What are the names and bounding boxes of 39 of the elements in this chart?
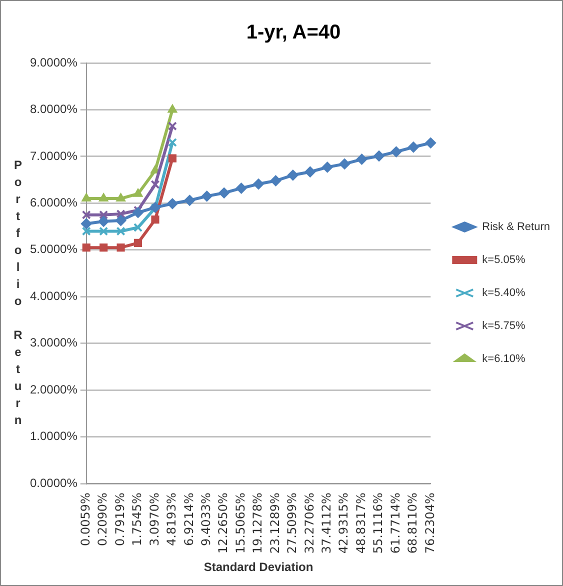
- legend-label: Risk & Return: [482, 221, 550, 234]
- x-tick-label: 0.7919%: [112, 492, 127, 546]
- legend-label: k=6.10%: [482, 353, 526, 366]
- y-tick-label: 4.0000%: [30, 288, 78, 303]
- x-tick-label: 9.4033%: [198, 492, 213, 546]
- x-tick-label: 68.8110%: [406, 492, 420, 554]
- x-axis-title: Standard Deviation: [204, 560, 314, 574]
- x-tick-label: 42.9315%: [336, 492, 351, 554]
- x-tick-label: 19.1278%: [250, 492, 265, 554]
- x-tick-label: 37.4112%: [319, 492, 334, 554]
- x-tick-label: 3.0970%: [147, 492, 162, 546]
- legend-label: k=5.40%: [482, 287, 526, 300]
- y-tick-label: 6.0000%: [30, 196, 78, 210]
- x-tick-label: 12.2650%: [216, 492, 230, 554]
- x-tick-label: 23.1289%: [268, 492, 282, 554]
- x-tick-label: 15.5065%: [233, 492, 248, 554]
- x-tick-label: 48.8317%: [354, 492, 368, 554]
- x-tick-label: 55.1116%: [371, 492, 386, 554]
- x-tick-label: 0.2090%: [96, 492, 110, 546]
- y-tick-label: 2.0000%: [30, 382, 78, 396]
- chart-title: 1-yr, A=40: [246, 22, 341, 44]
- y-tick-label: 0.0000%: [30, 476, 78, 490]
- y-tick-label: 9.0000%: [30, 55, 78, 70]
- x-tick-label: 27.5099%: [285, 492, 300, 554]
- y-tick-label: 1.0000%: [30, 429, 78, 444]
- y-tick-label: 5.0000%: [30, 242, 78, 256]
- y-axis-title: Portfolio Return: [11, 157, 25, 432]
- x-tick-label: 6.9214%: [182, 492, 196, 546]
- x-tick-label: 61.7714%: [388, 492, 402, 554]
- y-tick-label: 8.0000%: [30, 102, 78, 116]
- x-tick-label: 32.2706%: [302, 492, 316, 554]
- x-tick-label: 4.8193%: [164, 492, 179, 546]
- y-tick-label: 3.0000%: [30, 336, 78, 350]
- x-tick-label: 76.2304%: [422, 492, 437, 554]
- x-tick-label: 0.0059%: [78, 492, 92, 546]
- legend-label: k=5.75%: [482, 320, 526, 332]
- x-tick-label: 1.7545%: [130, 492, 144, 546]
- y-tick-label: 7.0000%: [30, 148, 78, 163]
- legend-label: k=5.05%: [482, 254, 526, 266]
